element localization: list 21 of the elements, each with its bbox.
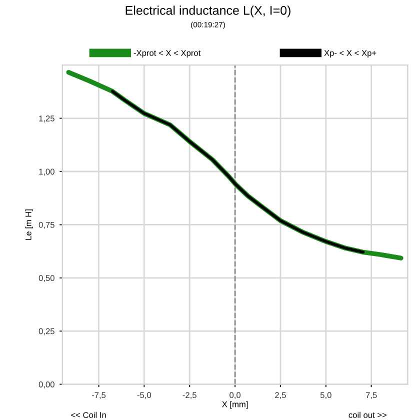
x-axis-title: X [mm]	[222, 401, 248, 409]
legend-label: -Xprot < X < Xprot	[134, 50, 201, 58]
y-tick-label: 0,50	[38, 275, 54, 282]
x-tick-label: 5,0	[320, 392, 332, 400]
y-tick-label: 0,75	[38, 222, 54, 229]
x-tick-label: -7,5	[92, 392, 106, 400]
chart-title: Electrical inductance L(X, I=0)	[126, 6, 290, 18]
x-tick-label: -5,0	[137, 392, 152, 400]
y-tick-label: 1,25	[39, 116, 54, 122]
x-tick-label: -2,5	[182, 392, 196, 400]
y-axis-title: Le [m H]	[25, 210, 33, 240]
y-tick-label: 0,25	[38, 328, 54, 336]
y-tick-label: 1,00	[39, 168, 54, 176]
x-tick-label: 0,0	[230, 392, 241, 400]
text: coil out >>	[348, 412, 386, 418]
line-series	[110, 90, 365, 254]
x-tick-label: 2,5	[275, 392, 286, 400]
x-tick-label: 7,5	[366, 392, 377, 400]
y-tick-label: 0,00	[38, 382, 54, 388]
legend-label: Xp- < X < Xp+	[324, 50, 376, 58]
text: << Coil In	[71, 412, 106, 418]
